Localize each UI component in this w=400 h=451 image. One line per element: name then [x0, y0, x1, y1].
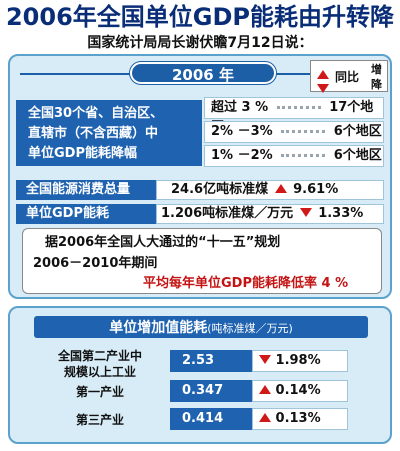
decline-label-line: 直辖市（不含西藏）中 — [28, 126, 159, 141]
unit-gdp-label: 单位GDP能耗 — [16, 204, 156, 224]
unit-gdp-value: 1.206吨标准煤／万元 — [161, 206, 294, 221]
industry-change: 1.98% — [275, 353, 321, 368]
industry-header-unit: (吨标准煤／万元) — [207, 322, 293, 335]
legend-up-label: 增 — [371, 63, 382, 76]
plan-line-2: 2006－2010年期间 — [33, 256, 158, 271]
decline-row: 超过 3 % 17个地区 — [204, 97, 384, 135]
decline-count: 6个地区 — [333, 124, 382, 139]
decline-range: 超过 3 % — [211, 100, 269, 115]
decline-row: 2% －3% 6个地区 — [204, 121, 384, 143]
industry-change-box: 0.13% — [252, 408, 348, 430]
decline-label-box: 全国30个省、自治区、 直辖市（不含西藏）中 单位GDP能耗降幅 — [16, 100, 202, 166]
decline-count: 6个地区 — [333, 148, 382, 163]
year-badge: 2006 年 — [130, 62, 276, 84]
legend-label: 同比 — [335, 70, 360, 84]
industry-label-line: 全国第二产业中 — [57, 349, 142, 363]
page-title: 2006年全国单位GDP能耗由升转降 — [5, 3, 394, 31]
plan-line-3: 平均每年单位GDP能耗降低率 4 % — [143, 276, 349, 291]
decline-range: 2% －3% — [211, 124, 273, 139]
industry-change: 0.14% — [275, 383, 321, 398]
industry-header: 单位增加值能耗(吨标准煤／万元) — [34, 316, 368, 338]
dotted-leader — [276, 106, 321, 109]
industry-label-line: 第三产业 — [75, 413, 124, 427]
energy-total-value-box: 24.6亿吨标准煤 9.61% — [156, 180, 384, 200]
industry-value: 0.414 — [170, 408, 252, 430]
up-arrow-icon — [259, 383, 271, 398]
industry-value: 2.53 — [170, 350, 252, 372]
legend: 同比 增 降 — [310, 60, 388, 93]
plan-line-1: 据2006年全国人大通过的“十一五”规划 — [45, 235, 281, 250]
industry-change: 0.13% — [275, 411, 321, 426]
industry-label-line: 规模以上工业 — [63, 365, 136, 379]
industry-value: 0.347 — [170, 380, 252, 402]
up-arrow-icon — [317, 64, 329, 83]
industry-row-label: 第一产业 — [34, 384, 166, 400]
industry-label-line: 第一产业 — [75, 385, 124, 399]
energy-total-change: 9.61% — [293, 182, 339, 197]
energy-total-label: 全国能源消费总量 — [16, 180, 156, 200]
legend-down-label: 降 — [371, 78, 382, 91]
industry-header-title: 单位增加值能耗 — [109, 320, 208, 336]
decline-row: 1% －2% 6个地区 — [204, 145, 384, 167]
up-arrow-icon — [274, 182, 287, 197]
energy-total-value: 24.6亿吨标准煤 — [171, 182, 269, 197]
down-arrow-icon — [259, 353, 271, 368]
industry-change-box: 1.98% — [252, 350, 348, 372]
down-arrow-icon — [299, 206, 312, 221]
decline-range: 1% －2% — [211, 148, 273, 163]
industry-row-label: 第三产业 — [34, 412, 166, 428]
industry-change-box: 0.14% — [252, 380, 348, 402]
unit-gdp-change: 1.33% — [318, 206, 364, 221]
decline-label-line: 全国30个省、自治区、 — [28, 106, 164, 121]
industry-row-label: 全国第二产业中 规模以上工业 — [34, 348, 166, 380]
down-arrow-icon — [317, 78, 329, 97]
plan-box: 据2006年全国人大通过的“十一五”规划 2006－2010年期间 平均每年单位… — [22, 228, 382, 294]
up-arrow-icon — [259, 411, 271, 426]
dotted-leader — [281, 130, 326, 133]
decline-label-line: 单位GDP能耗降幅 — [28, 146, 137, 161]
dotted-leader — [281, 154, 326, 157]
subtitle: 国家统计局局长谢伏瞻7月12日说： — [87, 35, 313, 51]
unit-gdp-value-box: 1.206吨标准煤／万元 1.33% — [156, 204, 384, 224]
